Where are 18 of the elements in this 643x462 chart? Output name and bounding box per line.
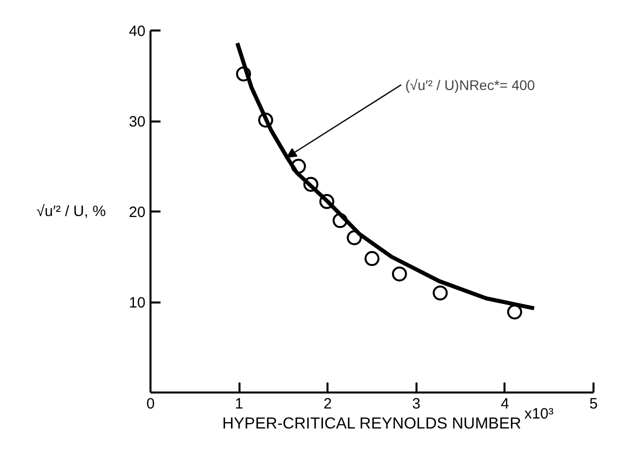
x-tick-label: 5 bbox=[589, 396, 598, 412]
x-axis-title: HYPER-CRITICAL REYNOLDS NUMBER bbox=[222, 416, 522, 432]
y-tick-label: 30 bbox=[128, 114, 146, 130]
y-axis-title: √u′² / U, % bbox=[36, 203, 106, 220]
y-tick-label: 40 bbox=[128, 23, 146, 40]
y-tick-label: 10 bbox=[128, 294, 146, 312]
point bbox=[392, 266, 407, 282]
y-tick-label: 20 bbox=[128, 204, 146, 221]
point bbox=[364, 251, 380, 266]
x-tick-label: 1 bbox=[234, 396, 244, 412]
x-tick-label: 4 bbox=[500, 396, 510, 412]
x-tick-label: 0 bbox=[146, 396, 155, 412]
annotation: (√u′² / U)NRec*= 400 bbox=[405, 76, 536, 93]
point bbox=[507, 304, 522, 320]
x-tick-label: 3 bbox=[412, 396, 420, 412]
x-tick-label: 2 bbox=[324, 396, 332, 412]
point bbox=[432, 285, 448, 300]
text: x10³ bbox=[524, 406, 554, 422]
